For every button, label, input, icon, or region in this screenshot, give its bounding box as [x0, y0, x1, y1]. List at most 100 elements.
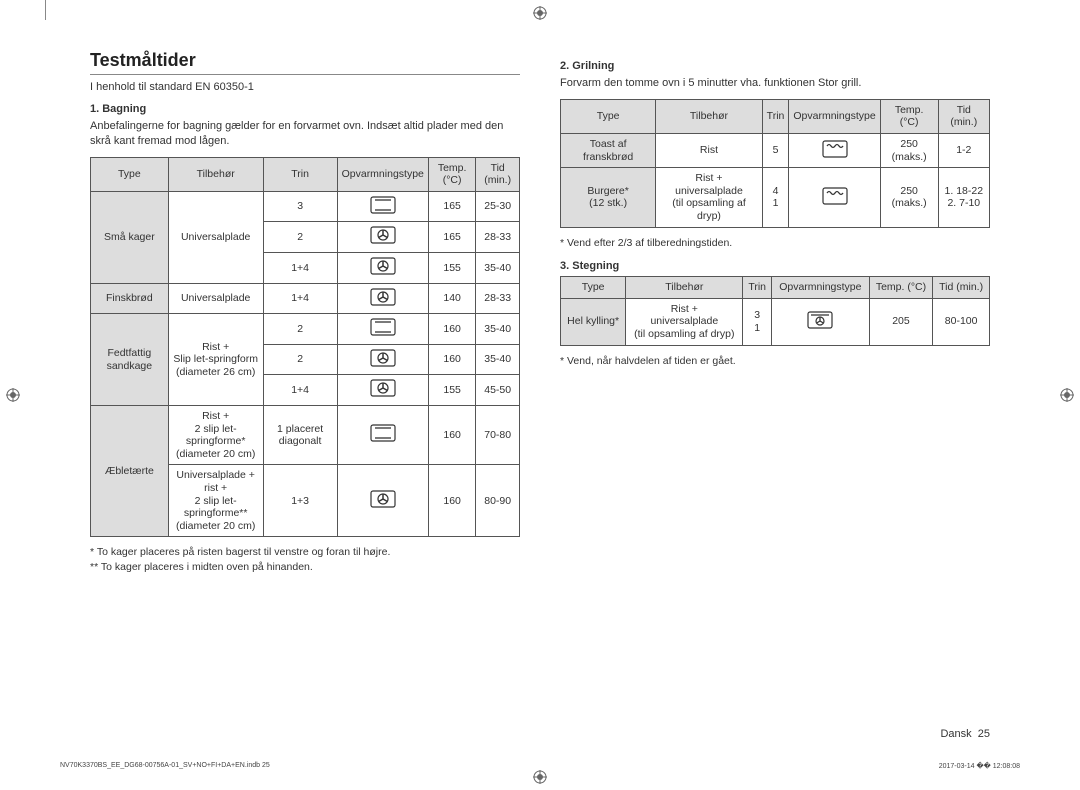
registration-mark-icon: [6, 388, 20, 402]
bagning-footnotes: * To kager placeres på risten bagerst ti…: [90, 545, 520, 574]
cell-type: Æbletærte: [91, 406, 169, 537]
cell-icon: [337, 222, 428, 253]
registration-mark-icon: [1060, 388, 1074, 402]
cell-type: Toast af franskbrød: [561, 134, 656, 168]
bagning-desc: Anbefalingerne for bagning gælder for en…: [90, 119, 520, 149]
cell-temp: 140: [428, 283, 475, 314]
col-temp: Temp. (°C): [428, 157, 475, 191]
cell-tilbehor: Rist + 2 slip let-springforme* (diameter…: [168, 406, 263, 465]
cell-tid: 80-90: [476, 465, 520, 537]
col-temp: Temp. (°C): [880, 99, 938, 133]
col-tid: Tid (min.): [938, 99, 989, 133]
right-column: 2. Grilning Forvarm den tomme ovn i 5 mi…: [560, 50, 990, 575]
grill-icon: [822, 187, 848, 209]
fan-icon: [370, 257, 396, 279]
cell-trin: 1+4: [263, 283, 337, 314]
conventional-icon: [370, 424, 396, 446]
col-opvarmning: Opvarmningstype: [771, 277, 869, 299]
col-type: Type: [561, 99, 656, 133]
cell-trin: 2: [263, 344, 337, 375]
fan-icon: [370, 288, 396, 310]
cell-temp: 155: [428, 375, 475, 406]
crop-mark-icon: [45, 0, 46, 20]
cell-icon: [337, 253, 428, 284]
cell-trin: 5: [762, 134, 789, 168]
cell-temp: 250 (maks.): [880, 168, 938, 227]
cell-type: Små kager: [91, 191, 169, 283]
cell-icon: [337, 344, 428, 375]
cell-tid: 70-80: [476, 406, 520, 465]
cell-temp: 155: [428, 253, 475, 284]
col-tilbehor: Tilbehør: [656, 99, 762, 133]
footer-page: 25: [978, 728, 990, 740]
section-heading-bagning: 1. Bagning: [90, 103, 520, 115]
col-temp: Temp. (°C): [869, 277, 933, 299]
cell-tid: 28-33: [476, 283, 520, 314]
cell-icon: [771, 298, 869, 345]
cell-tid: 80-100: [933, 298, 990, 345]
col-trin: Trin: [743, 277, 772, 299]
cell-temp: 165: [428, 191, 475, 222]
subtitle: I henhold til standard EN 60350-1: [90, 81, 520, 93]
cell-tilbehor: Rist + Slip let-springform (diameter 26 …: [168, 314, 263, 406]
cell-icon: [337, 406, 428, 465]
cell-tid: 45-50: [476, 375, 520, 406]
cell-tilbehor: Universalplade: [168, 191, 263, 283]
cell-trin: 3 1: [743, 298, 772, 345]
cell-trin: 3: [263, 191, 337, 222]
table-row: Burgere* (12 stk.) Rist + universalplade…: [561, 168, 990, 227]
grill-icon: [822, 140, 848, 162]
cell-tilbehor: Universalplade + rist + 2 slip let-sprin…: [168, 465, 263, 537]
fanbox-icon: [807, 311, 833, 333]
cell-trin: 2: [263, 222, 337, 253]
fan-icon: [370, 226, 396, 248]
section-heading-grilning: 2. Grilning: [560, 60, 990, 72]
col-type: Type: [561, 277, 626, 299]
cell-temp: 160: [428, 406, 475, 465]
cell-icon: [337, 314, 428, 345]
footer-lang: Dansk: [940, 728, 971, 740]
cell-type: Fedtfattig sandkage: [91, 314, 169, 406]
grilning-footnote: * Vend efter 2/3 af tilberedningstiden.: [560, 236, 990, 251]
page-title: Testmåltider: [90, 50, 520, 75]
col-tid: Tid (min.): [476, 157, 520, 191]
cell-temp: 160: [428, 465, 475, 537]
cell-tilbehor: Rist + universalplade (til opsamling af …: [656, 168, 762, 227]
table-row: Fedtfattig sandkage Rist + Slip let-spri…: [91, 314, 520, 345]
cell-temp: 250 (maks.): [880, 134, 938, 168]
table-row: Små kager Universalplade 3 165 25-30: [91, 191, 520, 222]
cell-type: Hel kylling*: [561, 298, 626, 345]
print-footer: NV70K3370BS_EE_DG68-00756A-01_SV+NO+FI+D…: [60, 762, 1020, 770]
cell-temp: 205: [869, 298, 933, 345]
print-file: NV70K3370BS_EE_DG68-00756A-01_SV+NO+FI+D…: [60, 762, 270, 770]
print-date: 2017-03-14 �� 12:08:08: [939, 762, 1020, 770]
cell-trin: 1+4: [263, 253, 337, 284]
conventional-icon: [370, 196, 396, 218]
cell-trin: 1+4: [263, 375, 337, 406]
col-trin: Trin: [263, 157, 337, 191]
cell-icon: [337, 191, 428, 222]
cell-tid: 25-30: [476, 191, 520, 222]
table-row: Æbletærte Rist + 2 slip let-springforme*…: [91, 406, 520, 465]
page-footer: Dansk 25: [940, 728, 990, 740]
col-tilbehor: Tilbehør: [626, 277, 743, 299]
cell-temp: 165: [428, 222, 475, 253]
col-type: Type: [91, 157, 169, 191]
cell-tilbehor: Rist: [656, 134, 762, 168]
cell-tid: 35-40: [476, 344, 520, 375]
cell-tid: 28-33: [476, 222, 520, 253]
table-row: Finskbrød Universalplade 1+4 140 28-33: [91, 283, 520, 314]
col-trin: Trin: [762, 99, 789, 133]
grilning-table: Type Tilbehør Trin Opvarmningstype Temp.…: [560, 99, 990, 228]
cell-type: Burgere* (12 stk.): [561, 168, 656, 227]
cell-icon: [337, 375, 428, 406]
cell-tid: 35-40: [476, 314, 520, 345]
footnote: * To kager placeres på risten bagerst ti…: [90, 545, 520, 560]
cell-icon: [789, 168, 880, 227]
col-tilbehor: Tilbehør: [168, 157, 263, 191]
col-opvarmning: Opvarmningstype: [789, 99, 880, 133]
bagning-table: Type Tilbehør Trin Opvarmningstype Temp.…: [90, 157, 520, 538]
fan-icon: [370, 349, 396, 371]
registration-mark-icon: [533, 6, 547, 20]
cell-icon: [337, 283, 428, 314]
